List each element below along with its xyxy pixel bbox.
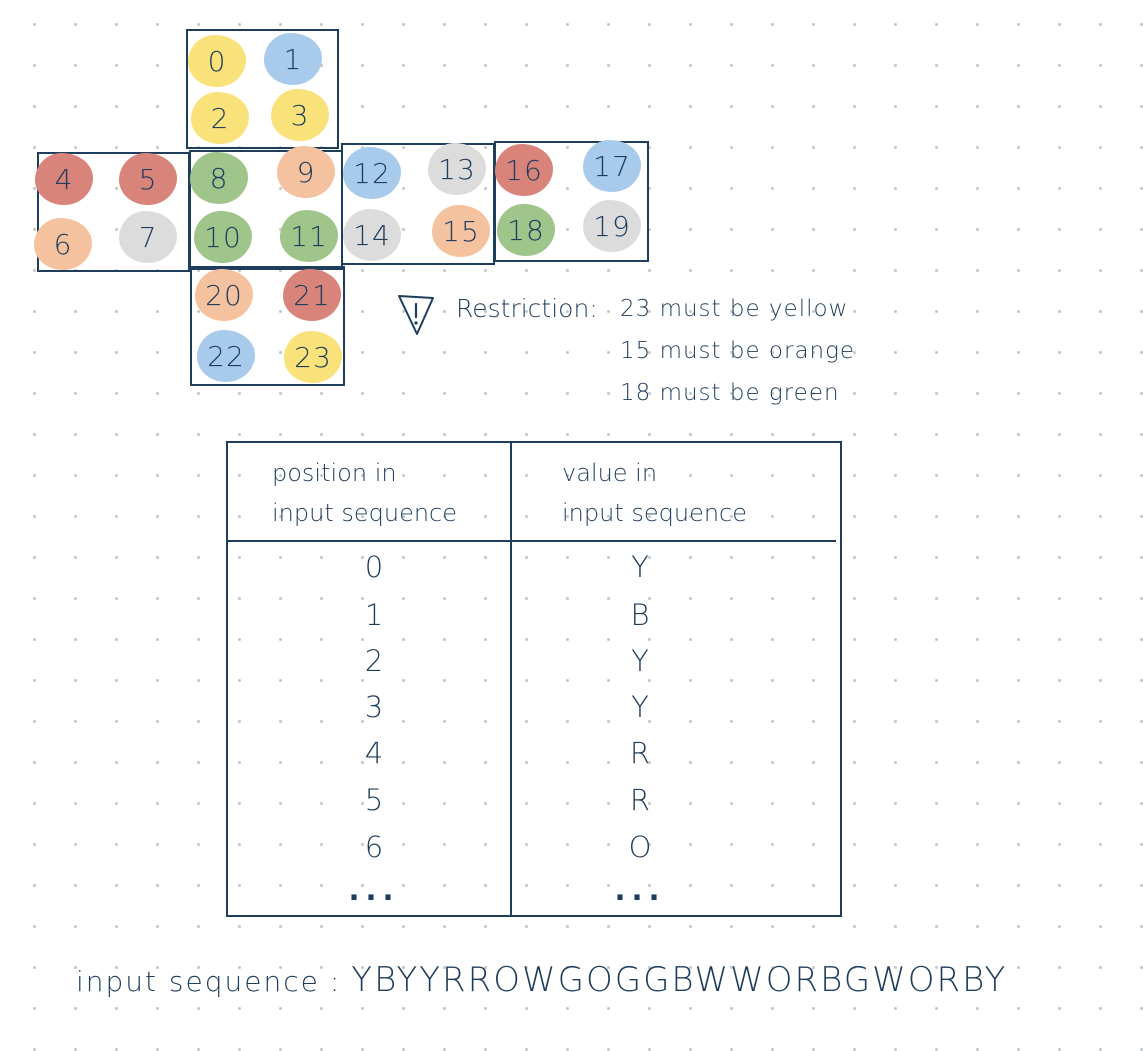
table-header-line: input sequence (562, 499, 748, 527)
restriction-label: Restriction: (456, 294, 598, 323)
sticker-19: 19 (583, 200, 641, 252)
table-cell-position: 0 (364, 550, 384, 584)
table-cell-value: Y (631, 550, 649, 584)
table-header-rule (228, 540, 836, 542)
table-cell-position: 6 (364, 830, 384, 864)
sticker-20: 20 (195, 269, 253, 321)
restriction-rule: 15 must be orange (620, 338, 856, 364)
input-sequence: input sequence: YBYYRROWGOGGBWWORBGWORBY (76, 960, 1007, 1010)
sticker-2: 2 (191, 92, 249, 144)
table-header-line: input sequence (272, 499, 458, 527)
table-cell-value: O (628, 830, 652, 864)
input-sequence-label: input sequence (76, 965, 320, 998)
table-header-position: position in input sequence (272, 453, 512, 533)
sticker-4: 4 (35, 153, 93, 205)
table-cell-value: Y (631, 690, 649, 724)
sticker-15: 15 (432, 205, 490, 257)
restriction-rule: 18 must be green (620, 380, 840, 406)
sticker-14: 14 (343, 209, 401, 261)
input-sequence-separator: : (329, 965, 340, 998)
table-cell-value: R (629, 736, 651, 770)
table-cell-position: 2 (364, 644, 384, 678)
sticker-3: 3 (271, 89, 329, 141)
sticker-1: 1 (264, 33, 322, 85)
sticker-7: 7 (119, 211, 177, 263)
table-cell-value: B (630, 598, 650, 632)
sticker-12: 12 (343, 147, 401, 199)
table-cell-value: ... (614, 873, 666, 907)
sticker-9: 9 (277, 146, 335, 198)
sticker-16: 16 (495, 144, 553, 196)
table-header-line: value in (562, 459, 658, 487)
sticker-18: 18 (497, 204, 555, 256)
face-up (186, 29, 339, 149)
sticker-13: 13 (428, 143, 486, 195)
table-cell-position: 3 (364, 690, 384, 724)
sticker-21: 21 (283, 269, 341, 321)
input-sequence-value: YBYYRROWGOGGBWWORBGWORBY (351, 960, 1008, 1000)
sticker-10: 10 (194, 211, 252, 263)
table-cell-value: Y (631, 644, 649, 678)
face-down (190, 266, 345, 386)
table-column-divider (510, 443, 512, 915)
sequence-table: position in input sequence value in inpu… (226, 441, 842, 917)
sticker-6: 6 (34, 218, 92, 270)
warning-icon (398, 295, 434, 335)
table-cell-value: R (629, 783, 651, 817)
restriction-note: Restriction: 23 must be yellow 15 must b… (396, 288, 916, 418)
restriction-rule: 23 must be yellow (620, 296, 849, 322)
sticker-8: 8 (190, 152, 248, 204)
table-cell-position: 5 (364, 783, 384, 817)
sticker-0: 0 (188, 35, 246, 87)
sticker-23: 23 (284, 331, 342, 383)
table-header-line: position in (272, 459, 397, 487)
table-cell-position: ... (348, 873, 400, 907)
table-cell-position: 1 (364, 598, 384, 632)
table-header-value: value in input sequence (562, 453, 802, 533)
face-back (494, 141, 649, 262)
sticker-5: 5 (119, 153, 177, 205)
sticker-22: 22 (197, 330, 255, 382)
sticker-17: 17 (583, 140, 641, 192)
sticker-11: 11 (280, 210, 338, 262)
table-cell-position: 4 (364, 736, 384, 770)
